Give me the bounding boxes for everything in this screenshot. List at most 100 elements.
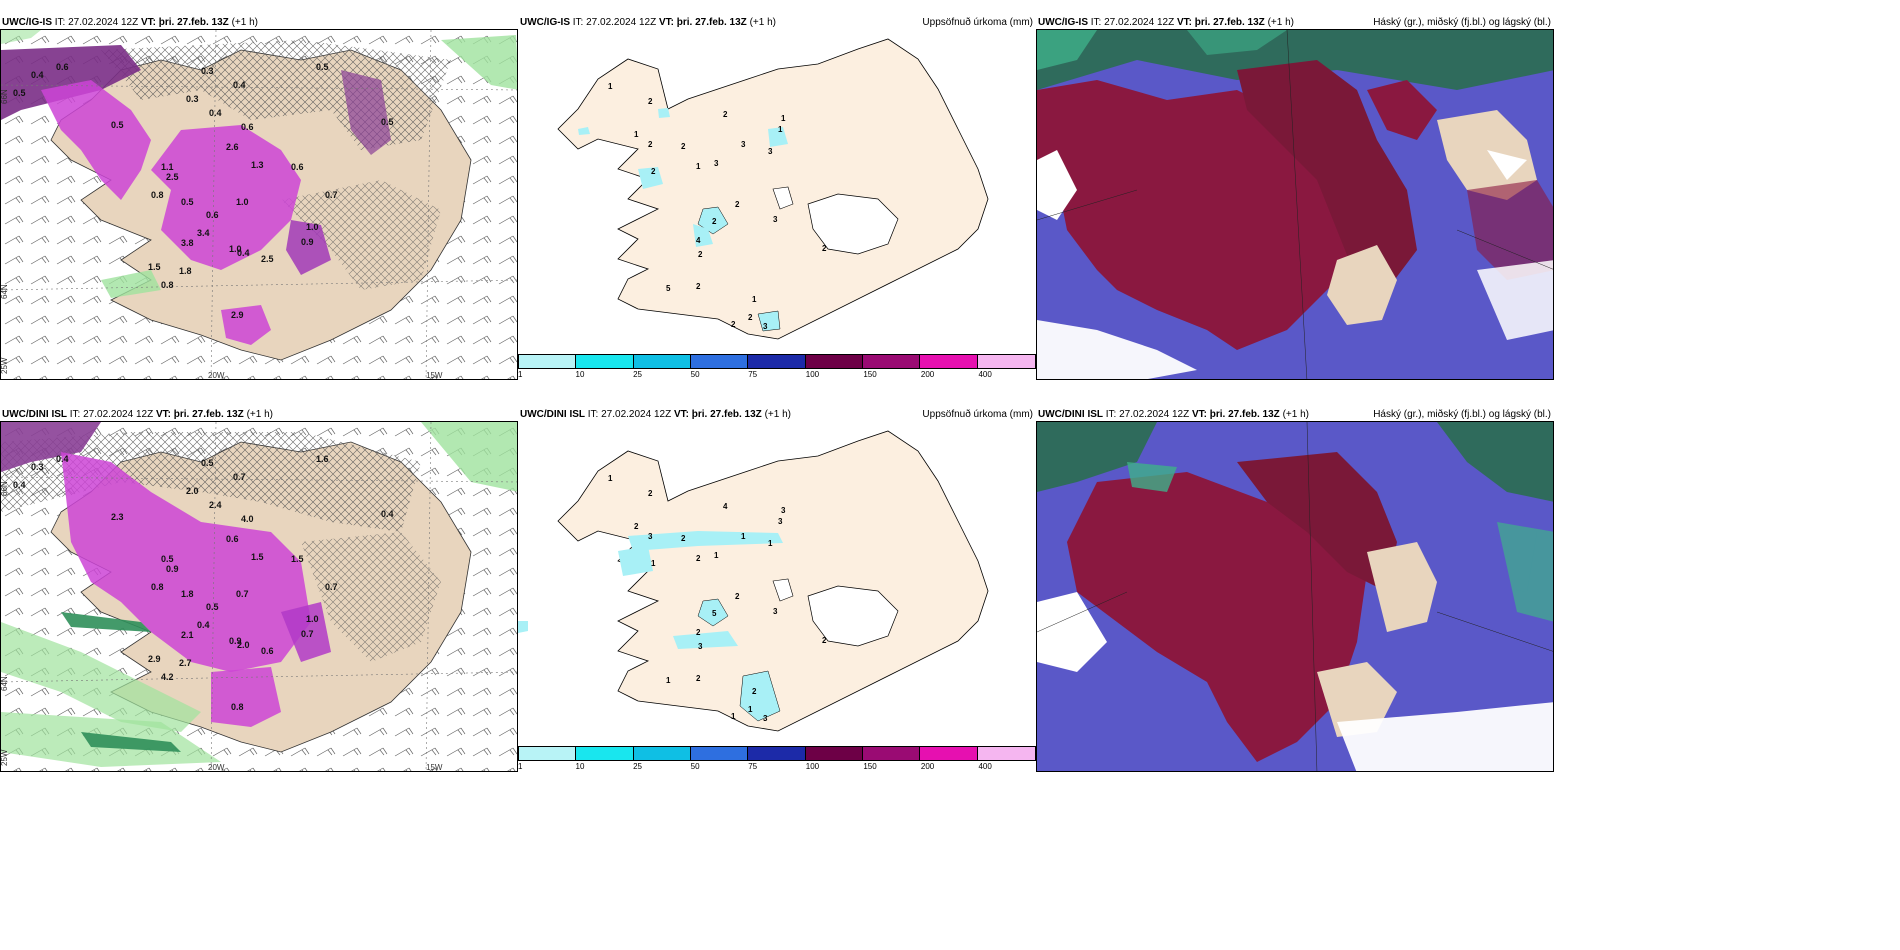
precip-value-label: 2.0: [186, 486, 199, 496]
accum-value-label: 4: [723, 502, 728, 511]
cloud-heading: Háský (gr.), miðský (fj.bl.) og lágský (…: [1373, 409, 1551, 420]
accum-value-label: 2: [698, 250, 703, 259]
accum-value-label: 2: [696, 282, 701, 291]
accum-value-label: 2: [822, 636, 827, 645]
precip-value-label: 0.9: [229, 636, 242, 646]
lat-label-64n: 64N: [1, 676, 9, 691]
cloud-panel-1: UWC/IG-IS IT: 27.02.2024 12Z VT: þri. 27…: [1036, 13, 1554, 380]
precip-value-label: 2.9: [148, 654, 161, 664]
precip-value-label: 0.5: [181, 197, 194, 207]
precip-value-label: 4.0: [241, 514, 254, 524]
colorbar-segment: [576, 747, 634, 760]
lon-label-15w: 15W: [426, 763, 443, 772]
precip-heading: Uppsöfnuð úrkoma (mm): [922, 409, 1033, 420]
lead-time: (+1 h): [764, 409, 791, 420]
accum-value-label: 2: [696, 674, 701, 683]
wind-panel-1: UWC/IG-IS IT: 27.02.2024 12Z VT: þri. 27…: [0, 13, 518, 380]
cloud-panel-2: UWC/DINI ISL IT: 27.02.2024 12Z VT: þri.…: [1036, 405, 1554, 772]
lat-label-66n: 66N: [1, 89, 9, 104]
colorbar-tick: 50: [690, 762, 700, 771]
accum-value-label: 2: [723, 110, 728, 119]
valid-time: þri. 27.feb. 13Z: [676, 17, 747, 28]
lon-label-20w: 20W: [208, 371, 225, 380]
valid-label: VT:: [658, 17, 674, 28]
cloud-map-frame[interactable]: [1036, 421, 1554, 772]
wind-panel-title: UWC/IG-IS IT: 27.02.2024 12Z VT: þri. 27…: [2, 17, 258, 29]
accum-value-label: 2: [712, 217, 717, 226]
accum-value-label: 3: [714, 159, 719, 168]
accum-value-label: 3: [648, 532, 653, 541]
precip-value-label: 0.6: [241, 122, 254, 132]
glacier-region: [807, 193, 899, 255]
lead-time: (+1 h): [1282, 409, 1309, 420]
accum-value-label: 1: [748, 705, 753, 714]
lon-label-25w: 25W: [1, 357, 9, 374]
model-name: UWC/IG-IS: [2, 17, 52, 28]
colorbar-segment: [977, 355, 1035, 368]
precip-value-label: 0.6: [206, 210, 219, 220]
model-name: UWC/IG-IS: [520, 17, 570, 28]
accum-value-label: 2: [681, 142, 686, 151]
cloud-heading: Háský (gr.), miðský (fj.bl.) og lágský (…: [1373, 17, 1551, 28]
wind-map-frame[interactable]: 66N 64N 25W 20W 15W 0.4 0.3 0.4 0.5 0.7 1.6 2.…: [0, 421, 518, 772]
accum-value-label: 2: [752, 687, 757, 696]
precip-value-label: 2.1: [181, 630, 194, 640]
accum-value-label: 2: [648, 140, 653, 149]
accum-value-label: 3: [768, 147, 773, 156]
precip-value-label: 2.6: [226, 142, 239, 152]
valid-time: þri. 27.feb. 13Z: [158, 17, 229, 28]
precip-value-label: 0.4: [209, 108, 222, 118]
init-time: 27.02.2024 12Z: [1104, 17, 1175, 28]
colorbar-tick: 25: [633, 370, 643, 379]
accum-value-label: 1: [634, 130, 639, 139]
colorbar-tick: 75: [748, 762, 758, 771]
colorbar-tick: 100: [805, 370, 820, 379]
precip-value-label: 0.4: [31, 70, 44, 80]
wind-map-frame[interactable]: 66N 64N 25W 20W 15W 0.5 0.4 0.6 0.3 0.4 0.5 0.…: [0, 29, 518, 380]
colorbar-tick: 200: [920, 762, 935, 771]
accum-value-label: 1: [752, 295, 757, 304]
accum-value-label: 2: [731, 320, 736, 329]
lat-label-64n: 64N: [1, 284, 9, 299]
colorbar-tick: 400: [978, 370, 992, 379]
model-name: UWC/IG-IS: [1038, 17, 1088, 28]
init-label: IT:: [1105, 409, 1117, 420]
accum-value-label: 2: [748, 313, 753, 322]
precip-value-label: 1.3: [251, 160, 264, 170]
precip-value-label: 1.0: [229, 244, 242, 254]
accum-value-label: 5: [712, 609, 717, 618]
accum-value-label: 1: [778, 125, 783, 134]
precip-panel-1: UWC/IG-IS IT: 27.02.2024 12Z VT: þri. 27…: [518, 13, 1036, 380]
model-name: UWC/DINI ISL: [520, 409, 585, 420]
lead-time: (+1 h): [231, 17, 258, 28]
accum-value-label: 3: [763, 714, 768, 723]
accum-value-label: 3: [741, 140, 746, 149]
precip-colorbar: [518, 354, 1036, 369]
valid-time: þri. 27.feb. 13Z: [173, 409, 244, 420]
accum-value-label: 3: [763, 322, 768, 331]
precip-value-label: 1.0: [306, 614, 319, 624]
colorbar-tick: 200: [920, 370, 935, 379]
lead-time: (+1 h): [246, 409, 273, 420]
valid-time: þri. 27.feb. 13Z: [1194, 17, 1265, 28]
model-name: UWC/DINI ISL: [1038, 409, 1103, 420]
cloud-map: [1037, 422, 1553, 771]
colorbar-segment: [748, 747, 806, 760]
colorbar-ticks: 1 10 25 50 75 100 150 200 400: [518, 370, 1036, 380]
colorbar-segment: [633, 355, 691, 368]
init-label: IT:: [69, 409, 81, 420]
precip-value-label: 3.8: [181, 238, 194, 248]
colorbar-tick: 1: [518, 370, 523, 379]
cloud-map-frame[interactable]: [1036, 29, 1554, 380]
accum-value-label: 2: [696, 628, 701, 637]
colorbar-segment: [862, 747, 921, 760]
init-time: 27.02.2024 12Z: [68, 17, 139, 28]
accum-value-label: 3: [778, 517, 783, 526]
precip-value-label: 0.6: [291, 162, 304, 172]
valid-label: VT:: [140, 17, 156, 28]
precip-value-label: 0.3: [186, 94, 199, 104]
